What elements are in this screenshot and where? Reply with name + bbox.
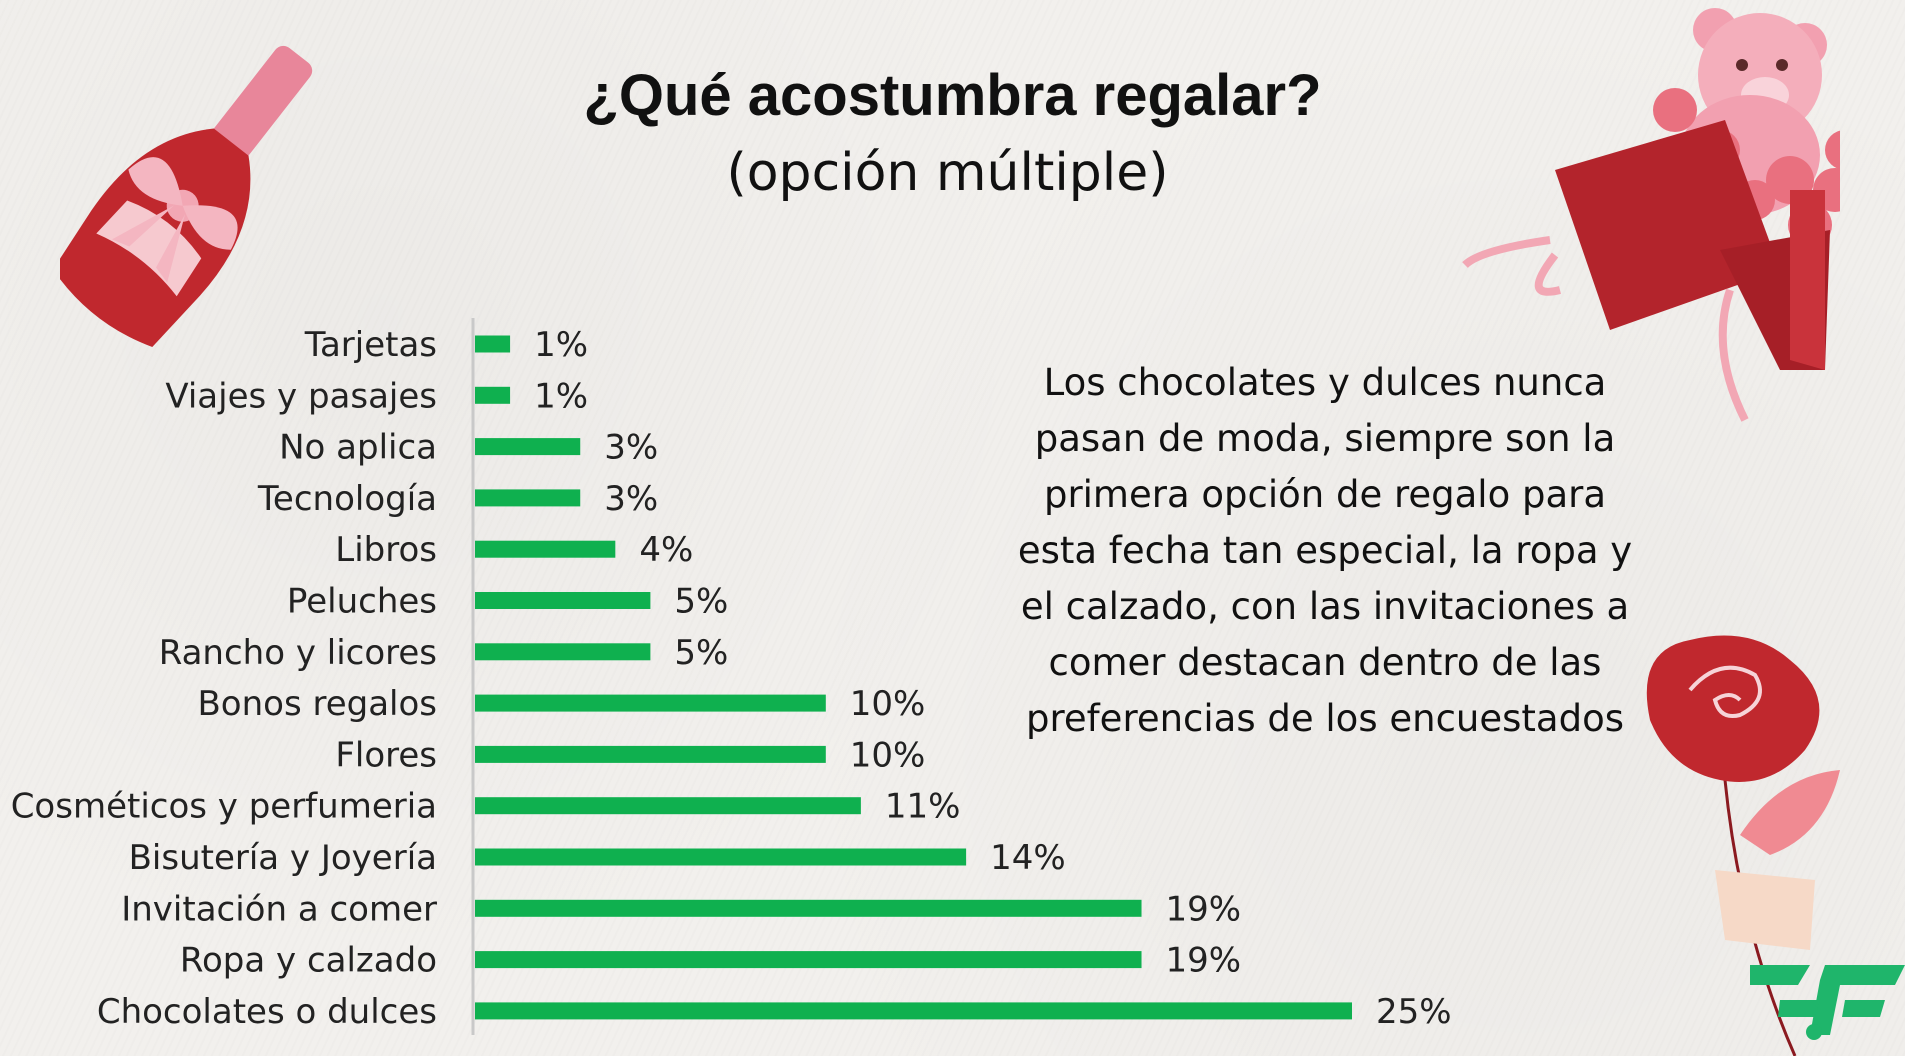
- value-label: 1%: [534, 376, 588, 416]
- bar: [475, 797, 861, 815]
- category-label: Tecnología: [257, 479, 437, 519]
- category-label: Rancho y licores: [159, 633, 437, 673]
- category-label: Tarjetas: [304, 325, 437, 365]
- value-label: 1%: [534, 325, 588, 365]
- chart-subtitle: (opción múltiple): [726, 143, 1169, 203]
- value-label: 3%: [604, 479, 658, 519]
- bar: [475, 489, 581, 507]
- teddy-bear-gift-box-icon: [1462, 8, 1840, 422]
- bar: [475, 694, 826, 712]
- bar: [475, 848, 967, 866]
- bar: [475, 643, 651, 661]
- bar: [475, 745, 826, 763]
- category-label: Libros: [335, 530, 437, 570]
- category-label: Invitación a comer: [121, 889, 437, 929]
- bar: [475, 335, 511, 353]
- bar: [475, 386, 511, 404]
- rose-icon: [1646, 635, 1840, 1056]
- value-label: 10%: [850, 735, 926, 775]
- value-label: 3%: [604, 428, 658, 468]
- bar: [475, 1002, 1352, 1020]
- bar: [475, 951, 1142, 969]
- value-label: 25%: [1376, 992, 1452, 1032]
- value-label: 10%: [850, 684, 926, 724]
- value-label: 19%: [1166, 889, 1242, 929]
- category-label: Flores: [335, 735, 437, 775]
- category-label: Bonos regalos: [197, 684, 437, 724]
- bar: [475, 540, 616, 558]
- value-label: 4%: [639, 530, 693, 570]
- category-label: Peluches: [287, 582, 437, 622]
- chart-title: ¿Qué acostumbra regalar?: [583, 63, 1322, 128]
- value-label: 11%: [885, 787, 961, 827]
- bar: [475, 592, 651, 609]
- insight-text: Los chocolates y dulces nunca pasan de m…: [1017, 361, 1633, 740]
- value-label: 5%: [674, 582, 728, 622]
- category-label: Bisutería y Joyería: [129, 838, 437, 878]
- champagne-bottle-icon: [60, 45, 313, 347]
- brand-logo-icon: [1750, 965, 1905, 1040]
- bar-series: Tarjetas 1% Viajes y pasajes 1% No aplica 3% T…: [11, 325, 1452, 1032]
- category-label: Ropa y calzado: [180, 941, 437, 981]
- value-label: 14%: [990, 838, 1066, 878]
- category-label: No aplica: [279, 428, 437, 468]
- category-label: Chocolates o dulces: [97, 992, 437, 1032]
- bar: [475, 438, 581, 456]
- value-label: 19%: [1166, 941, 1242, 981]
- category-label: Cosméticos y perfumeria: [11, 787, 437, 827]
- value-label: 5%: [674, 633, 728, 673]
- bar: [475, 899, 1142, 917]
- category-label: Viajes y pasajes: [165, 376, 437, 416]
